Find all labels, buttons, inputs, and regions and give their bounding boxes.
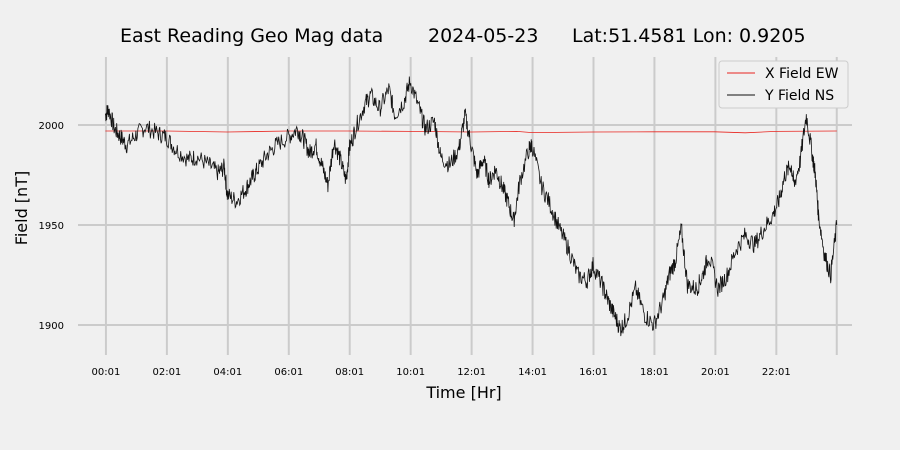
y-axis-label: Field [nT] xyxy=(12,171,31,245)
x-tick-label: 00:01 xyxy=(92,367,121,378)
chart-title: East Reading Geo Mag data 2024-05-23 Lat… xyxy=(120,25,806,47)
x-tick-label: 14:01 xyxy=(518,367,547,378)
legend: X Field EW Y Field NS xyxy=(718,60,849,109)
x-axis-label: Time [Hr] xyxy=(425,383,501,402)
y-tick-label: 2000 xyxy=(39,121,64,132)
x-tick-label: 20:01 xyxy=(701,367,730,378)
x-tick-label: 02:01 xyxy=(152,367,181,378)
chart-title-station: East Reading Geo Mag data xyxy=(120,25,383,47)
series-line-x-field xyxy=(105,130,837,134)
x-tick-label: 12:01 xyxy=(457,367,486,378)
x-tick-label: 06:01 xyxy=(274,367,303,378)
x-tick-label: 08:01 xyxy=(335,367,364,378)
series-layer xyxy=(105,76,838,337)
legend-label-y-field: Y Field NS xyxy=(764,88,834,104)
series-line-y-field xyxy=(105,76,838,337)
x-tick-label: 18:01 xyxy=(640,367,669,378)
x-tick-label: 22:01 xyxy=(762,367,791,378)
x-tick-label: 16:01 xyxy=(579,367,608,378)
chart-title-location: Lat:51.4581 Lon: 0.9205 xyxy=(572,25,806,47)
y-axis-ticks: 1900 1950 2000 xyxy=(39,121,64,332)
chart-title-date: 2024-05-23 xyxy=(428,25,538,47)
legend-label-x-field: X Field EW xyxy=(765,66,839,82)
x-tick-label: 04:01 xyxy=(213,367,242,378)
y-tick-label: 1900 xyxy=(39,321,64,332)
x-tick-label: 10:01 xyxy=(396,367,425,378)
y-tick-label: 1950 xyxy=(39,221,64,232)
x-axis-ticks: 00:01 02:01 04:01 06:01 08:01 10:01 12:01 14:01… xyxy=(92,367,791,378)
